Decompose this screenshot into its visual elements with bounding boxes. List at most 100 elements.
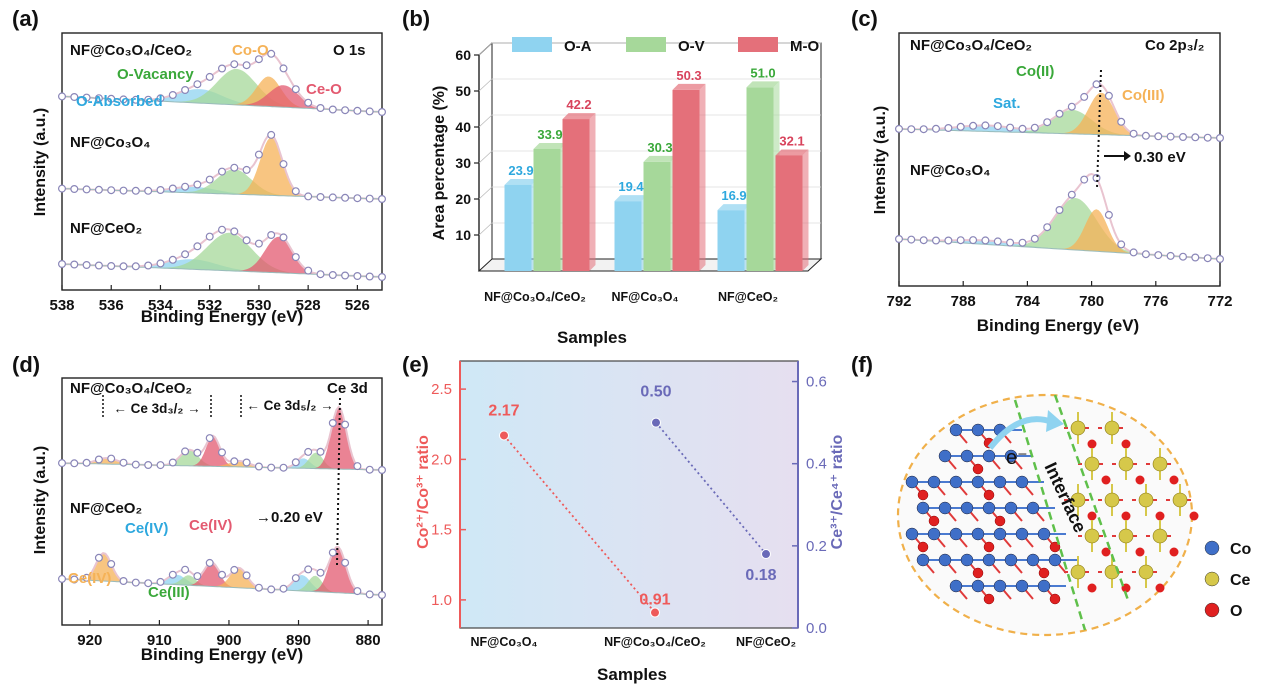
bar-side [589,113,596,271]
data-point [156,186,165,195]
x-tick-label: 530 [246,297,271,314]
oxygen-atom [917,489,929,501]
data-point [328,193,337,202]
data-point [1030,234,1039,243]
data-point [1215,134,1224,143]
data-point [267,231,276,240]
cobalt-atom [1037,579,1051,593]
data-point [168,90,177,99]
x-tick-label: 528 [296,297,321,314]
data-point [378,273,387,282]
x-tick-label: NF@Co₃O₄/CeO₂ [604,635,706,649]
data-point [156,259,165,268]
legend-swatch [512,37,552,52]
right-axis-label: Ce³⁺/Ce⁴⁺ ratio [829,434,846,549]
y-axis-label: Intensity (a.u.) [872,106,889,214]
cobalt-atom [938,449,952,463]
data-label: 2.17 [488,402,519,419]
data-label: 51.0 [750,65,775,80]
data-point [107,559,116,568]
cerium-atom [1152,456,1168,472]
data-point [119,458,128,467]
cobalt-atom [916,501,930,515]
bar-top [775,149,809,156]
y-axis-label: Intensity (a.u.) [32,446,49,554]
data-point [94,455,103,464]
data-point [1178,133,1187,142]
x-axis-label: Binding Energy (eV) [141,645,303,664]
data-point [341,271,350,280]
data-point [931,124,940,133]
peak-label: Ce(IV) [125,520,168,537]
oxygen-atom [983,489,995,501]
data-point [1006,238,1015,247]
oxygen-atom [1101,475,1111,485]
data-point [1067,102,1076,111]
x-tick-label: 920 [77,632,102,649]
data-point [254,55,263,64]
data-point [181,447,190,456]
peak-component [62,169,382,199]
data-point [651,417,661,428]
data-point [378,590,387,599]
data-point [316,568,325,577]
oxygen-atom [983,593,995,605]
oxygen-atom [1169,547,1179,557]
cerium-atom [1104,420,1120,436]
cerium-atom [1070,420,1086,436]
data-point [168,184,177,193]
legend-label: O-A [564,38,592,55]
x-tick-label: 900 [216,632,241,649]
interface-line [1053,394,1130,601]
legend-label: O [1230,603,1242,620]
data-point [107,94,116,103]
x-tick-label: 784 [1015,293,1041,310]
x-tick-label: 772 [1207,293,1232,310]
peak-label: Co-O [232,42,269,59]
panel-label: (f) [851,352,873,377]
data-point [1215,255,1224,264]
data-label: 32.1 [779,133,804,148]
data-point [119,262,128,271]
cerium-atom [1070,492,1086,508]
data-point [1166,132,1175,141]
data-point [316,193,325,202]
data-point [1154,132,1163,141]
x-tick-label: 792 [886,293,911,310]
data-point [218,167,227,176]
legend-swatch [1204,602,1220,618]
cobalt-atom [938,501,952,515]
plot-area [459,360,799,629]
data-point [931,236,940,245]
bar-side [802,149,809,271]
data-point [230,163,239,172]
y-tick-label: 30 [455,155,471,171]
cerium-atom [1084,456,1100,472]
x-tick-label: 534 [148,297,174,314]
bar-top [717,204,751,211]
cobalt-atom [1026,501,1040,515]
connector-line [655,422,767,555]
data-label: 0.50 [640,384,671,401]
data-point [907,125,916,134]
bar [504,184,532,271]
data-label: 33.9 [537,127,562,142]
x-axis-label: Binding Energy (eV) [977,316,1139,335]
panel-c: 792 788 784 780 776 772 (c) NF@Co₃O₄/CeO₂ NF@Co₃… [851,6,1233,335]
cobalt-atom [971,423,985,437]
bar-top [504,178,538,185]
range-label: ← Ce 3d₅/₂ → [246,398,333,413]
data-point [1154,251,1163,260]
data-point [242,458,251,467]
data-point [242,61,251,70]
data-point [894,124,903,133]
spectrum-title: Co 2p₃/₂ [1145,37,1204,54]
data-point [1080,92,1089,101]
data-point [378,466,387,475]
oxygen-atom [1101,547,1111,557]
panel-label: (c) [851,6,878,31]
data-point [156,94,165,103]
data-point [1117,240,1126,249]
x-tick-label: 890 [286,632,311,649]
peak-label: Ce-O [306,81,342,98]
